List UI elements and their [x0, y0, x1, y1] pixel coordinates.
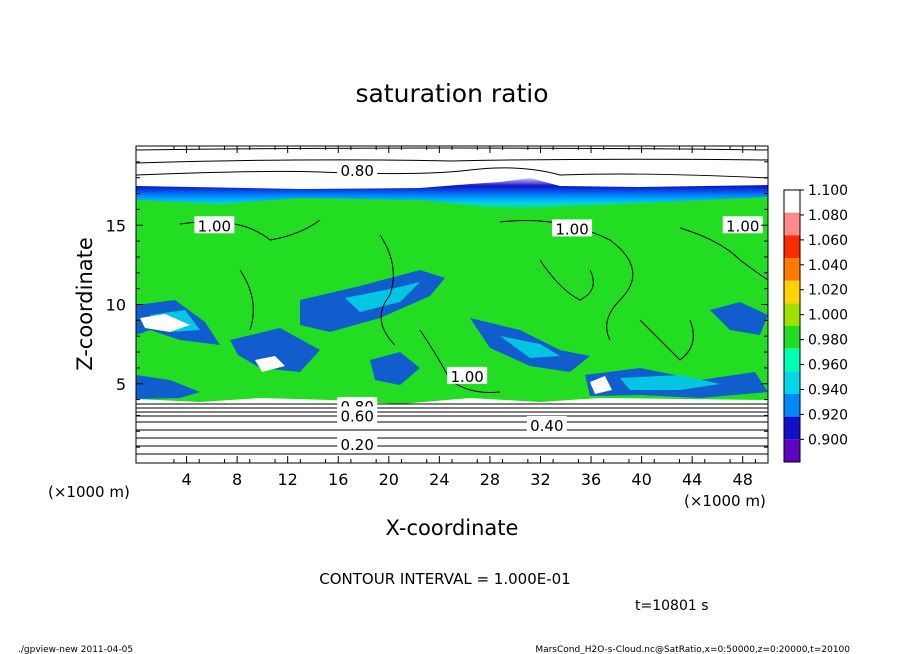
y-tick-label: 10 — [106, 296, 126, 315]
colorbar-label: 0.900 — [808, 432, 848, 448]
x-tick-label: 12 — [278, 470, 298, 489]
x-tick-label: 48 — [733, 470, 753, 489]
time-label: t=10801 s — [635, 598, 709, 614]
x-axis-label: X-coordinate — [386, 516, 519, 540]
x-tick-label: 4 — [181, 470, 191, 489]
contour-label-bg — [337, 160, 378, 178]
x-tick-label: 44 — [682, 470, 702, 489]
footer-left: ./gpview-new 2011-04-05 — [18, 645, 133, 654]
colorbar-swatch — [784, 280, 800, 304]
y-tick-label: 15 — [106, 216, 126, 235]
colorbar-label: 0.920 — [808, 407, 848, 423]
contour-lines — [136, 147, 768, 455]
x-tick-label: 20 — [379, 470, 399, 489]
x-tick-label: 16 — [328, 470, 348, 489]
colorbar-swatch — [784, 235, 800, 258]
x-tick-label: 32 — [530, 470, 550, 489]
footer-right: MarsCond_H2O-s-Cloud.nc@SatRatio,x=0:500… — [535, 645, 850, 654]
y-tick-label: 5 — [116, 375, 126, 394]
colorbar-swatch — [784, 212, 800, 236]
contour-label-bg — [337, 406, 378, 424]
colorbar-swatch — [784, 190, 800, 213]
x-axis-unit: (×1000 m) — [684, 492, 766, 510]
colorbar-label: 0.940 — [808, 382, 848, 398]
contour-label: 1.00 — [450, 368, 483, 386]
colorbar-swatch — [784, 439, 800, 462]
y-axis-label: Z-coordinate — [73, 237, 97, 371]
contour-label: 0.80 — [340, 162, 373, 180]
colorbar-swatch — [784, 416, 800, 440]
x-axis: 4 8 12 16 20 24 28 32 36 40 44 48 — [173, 146, 756, 489]
contour-interval: CONTOUR INTERVAL = 1.000E-01 — [319, 570, 570, 588]
contour-labels: 0.801.001.001.001.000.800.600.400.20 — [194, 160, 763, 454]
contour-label: 1.00 — [198, 217, 231, 235]
contour-label-bg — [337, 434, 378, 452]
colorbar-label: 0.980 — [808, 333, 848, 349]
colorbar-swatch — [784, 326, 800, 349]
colorbar-swatch — [784, 371, 800, 394]
contour-label: 1.00 — [555, 220, 588, 238]
colorbar-swatch — [784, 394, 800, 417]
x-tick-label: 24 — [429, 470, 449, 489]
colorbar-swatch — [784, 303, 800, 326]
contour-label-bg — [194, 216, 235, 234]
colorbar: 1.100 1.080 1.060 1.040 1.020 1.000 0.980 0.960… — [783, 183, 848, 463]
colorbar-label: 1.100 — [808, 183, 848, 199]
colorbar-label: 1.020 — [808, 283, 848, 299]
contour-label: 1.00 — [726, 217, 759, 235]
x-tick-label: 36 — [581, 470, 601, 489]
colorbar-label: 1.080 — [808, 208, 848, 224]
colorbar-label: 1.000 — [808, 308, 848, 324]
colorbar-frame — [783, 189, 801, 463]
sub-saturated-holes — [140, 314, 612, 394]
y-axis: 5 10 15 — [106, 161, 768, 448]
contour-label: 0.20 — [340, 436, 373, 454]
plot-area: 0.801.001.001.001.000.800.600.400.20 — [136, 146, 768, 463]
upper-dry-band — [136, 178, 768, 210]
y-axis-unit: (×1000 m) — [48, 483, 130, 501]
colorbar-label: 0.960 — [808, 358, 848, 374]
colorbar-label: 1.060 — [808, 233, 848, 249]
colorbar-swatch — [784, 258, 800, 281]
contour-label-bg — [722, 216, 763, 234]
colorbar-label: 1.040 — [808, 258, 848, 274]
contour-label-bg — [447, 366, 488, 384]
contour-label-bg — [552, 219, 593, 237]
contour-label-bg — [526, 415, 567, 433]
x-tick-label: 40 — [631, 470, 651, 489]
x-tick-label: 8 — [232, 470, 242, 489]
chart-title: saturation ratio — [355, 79, 548, 108]
contour-label: 0.60 — [340, 407, 373, 425]
x-tick-label: 28 — [480, 470, 500, 489]
colorbar-swatch — [784, 348, 800, 372]
contour-label: 0.40 — [530, 417, 563, 435]
